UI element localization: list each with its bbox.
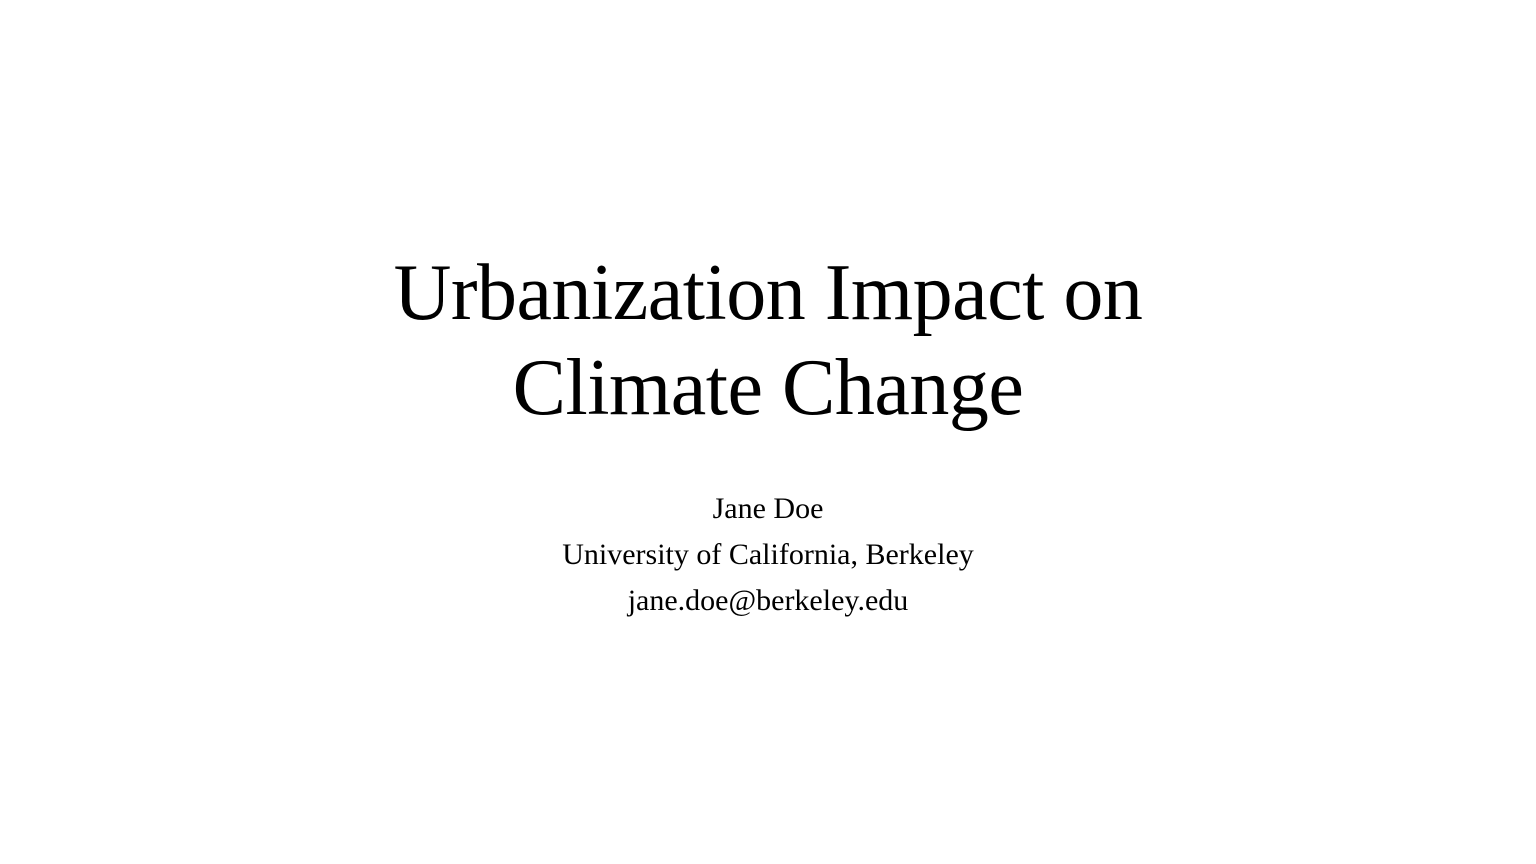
author-email: jane.doe@berkeley.edu [627, 584, 909, 617]
author-affiliation: University of California, Berkeley [562, 538, 974, 571]
slide-title-line-1: Urbanization Impact on [393, 249, 1143, 337]
slide-title: Urbanization Impact on Climate Change [268, 246, 1268, 436]
slide-title-line-2: Climate Change [512, 344, 1024, 432]
slide-subtitle: Jane Doe University of California, Berke… [368, 486, 1168, 624]
author-name: Jane Doe [712, 492, 824, 525]
